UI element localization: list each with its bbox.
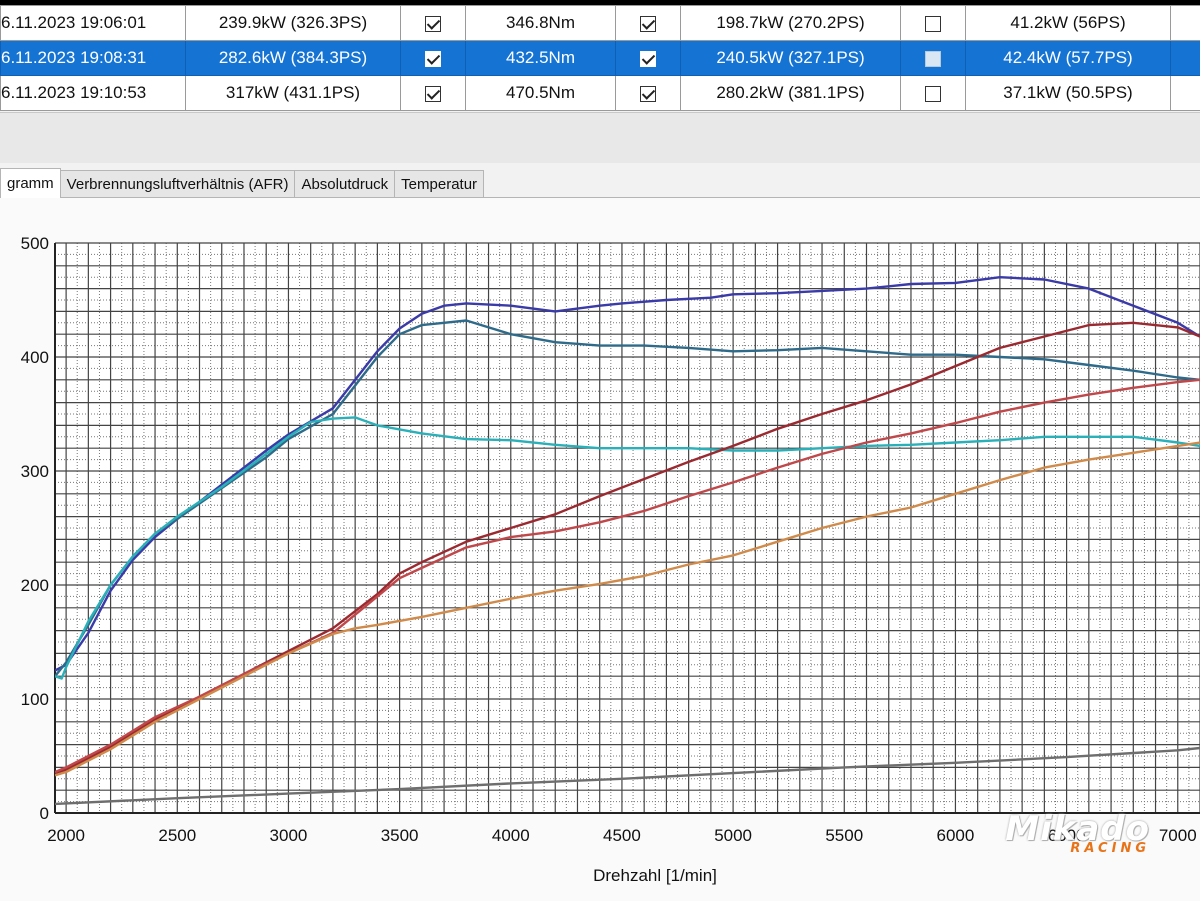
tab-2[interactable]: Absolutdruck [294,170,395,198]
run-checkbox-2 [616,6,681,41]
x-tick-label: 5500 [825,826,863,845]
run-power: 282.6kW (384.3PS) [186,41,401,76]
run-torque: 432.5Nm [466,41,616,76]
run-torque: 346.8Nm [466,6,616,41]
run-checkbox-1 [401,6,466,41]
checkbox[interactable] [925,86,941,102]
run-date: 6.11.2023 19:10:53 [1,76,186,111]
run-torque: 470.5Nm [466,76,616,111]
y-tick-label: 200 [21,576,49,595]
checkbox[interactable] [925,51,941,67]
x-tick-label: 4500 [603,826,641,845]
checkbox[interactable] [425,51,441,67]
run-wheel-power: 280.2kW (381.1PS) [681,76,901,111]
checkbox[interactable] [425,86,441,102]
run-power: 239.9kW (326.3PS) [186,6,401,41]
y-tick-label: 500 [21,234,49,253]
table-footer-area [0,112,1200,163]
mikado-racing-logo: Mikado RACING [1005,809,1150,856]
run-date: 6.11.2023 19:06:01 [1,6,186,41]
run-spacer [1171,41,1200,76]
y-tick-label: 0 [40,804,49,823]
run-checkbox-3 [901,6,966,41]
x-tick-label: 3500 [381,826,419,845]
y-tick-label: 300 [21,462,49,481]
checkbox[interactable] [425,16,441,32]
tab-1[interactable]: Verbrennungsluftverhältnis (AFR) [60,170,296,198]
x-tick-label: 3000 [270,826,308,845]
run-checkbox-3 [901,76,966,111]
run-loss-power: 41.2kW (56PS) [966,6,1171,41]
checkbox[interactable] [640,51,656,67]
run-date: 6.11.2023 19:08:31 [1,41,186,76]
x-tick-label: 4000 [492,826,530,845]
run-power: 317kW (431.1PS) [186,76,401,111]
run-checkbox-2 [616,76,681,111]
tab-0[interactable]: gramm [0,168,61,198]
run-wheel-power: 240.5kW (327.1PS) [681,41,901,76]
run-spacer [1171,6,1200,41]
run-spacer [1171,76,1200,111]
run-loss-power: 42.4kW (57.7PS) [966,41,1171,76]
checkbox[interactable] [640,86,656,102]
y-tick-label: 400 [21,348,49,367]
x-axis-label: Drehzahl [1/min] [593,866,717,885]
tab-3[interactable]: Temperatur [394,170,484,198]
x-tick-label: 2500 [158,826,196,845]
checkbox[interactable] [925,16,941,32]
run-checkbox-3 [901,41,966,76]
x-tick-label: 2000 [47,826,85,845]
y-tick-label: 100 [21,690,49,709]
x-tick-label: 5000 [714,826,752,845]
run-loss-power: 37.1kW (50.5PS) [966,76,1171,111]
checkbox[interactable] [640,16,656,32]
x-tick-label: 6000 [937,826,975,845]
run-checkbox-1 [401,76,466,111]
run-wheel-power: 198.7kW (270.2PS) [681,6,901,41]
x-tick-label: 7000 [1159,826,1197,845]
run-checkbox-2 [616,41,681,76]
run-checkbox-1 [401,41,466,76]
